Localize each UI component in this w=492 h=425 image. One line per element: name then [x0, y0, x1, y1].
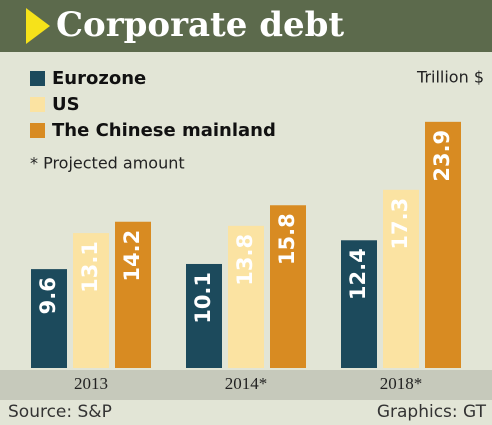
- bar: [31, 269, 67, 368]
- x-tick-label: 2018*: [380, 374, 423, 393]
- legend-swatch: [30, 71, 45, 86]
- value-label: 9.6: [36, 277, 60, 314]
- value-label: 14.2: [120, 230, 144, 282]
- unit-label: Trillion $: [416, 68, 484, 87]
- bar: [270, 205, 306, 368]
- x-tick-label: 2013: [74, 374, 108, 393]
- value-label: 13.8: [233, 234, 257, 286]
- legend-label: Eurozone: [52, 68, 146, 89]
- bar: [341, 240, 377, 368]
- value-label: 13.1: [78, 241, 102, 293]
- title-marker: [26, 8, 50, 44]
- legend-swatch: [30, 123, 45, 138]
- note: * Projected amount: [30, 154, 185, 173]
- bar: [186, 263, 222, 368]
- source: Source: S&P: [8, 402, 112, 422]
- legend-label: US: [52, 94, 80, 115]
- value-label: 23.9: [430, 130, 454, 182]
- credit: Graphics: GT: [377, 402, 487, 422]
- axis-band: [0, 370, 492, 400]
- value-label: 17.3: [388, 198, 412, 250]
- bar: [425, 121, 461, 368]
- bar: [383, 189, 419, 368]
- value-label: 12.4: [346, 248, 370, 300]
- bar: [115, 221, 151, 368]
- legend-label: The Chinese mainland: [52, 120, 276, 141]
- header-band: [0, 0, 492, 52]
- bar: [73, 233, 109, 368]
- bar: [228, 225, 264, 368]
- value-label: 15.8: [275, 213, 299, 265]
- legend-swatch: [30, 97, 45, 112]
- value-label: 10.1: [191, 272, 215, 324]
- x-tick-label: 2014*: [225, 374, 268, 393]
- chart-title: Corporate debt: [56, 5, 344, 45]
